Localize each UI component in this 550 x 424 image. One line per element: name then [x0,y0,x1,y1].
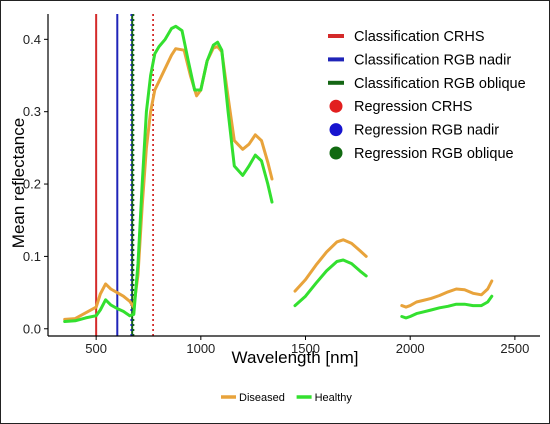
series-healthy-segment-1 [63,24,274,323]
legend-key-regression-crhs [329,99,343,113]
x-axis-title: Wavelength [nm] [232,348,359,367]
bottom-legend-label-healthy: Healthy [315,392,353,404]
y-tick-label: 0.4 [23,32,41,47]
series-diseased-segment-2 [293,238,368,293]
bottom-legend-label-diseased: Diseased [239,392,285,404]
x-tick-label: 2500 [500,341,529,356]
bottom-legend: Diseased Healthy [221,392,352,404]
y-tick-label: 0.2 [23,177,41,192]
x-tick-label: 2000 [396,341,425,356]
series-healthy-segment-2 [293,258,368,308]
inner-legend: Classification CRHS Classification RGB na… [328,29,526,162]
legend-label-classification-rgb-oblique: Classification RGB oblique [354,76,526,92]
wavelength-markers [95,14,154,336]
y-tick-label: 0.1 [23,249,41,264]
series-lines [63,24,494,323]
legend-label-classification-rgb-nadir: Classification RGB nadir [354,52,511,68]
legend-label-regression-crhs: Regression CRHS [354,99,472,115]
legend-label-classification-crhs: Classification CRHS [354,29,485,45]
y-tick-label: 0.3 [23,104,41,119]
y-tick-label: 0.0 [23,321,41,336]
axes: 500 1000 1500 2000 2500 0.0 0.1 0.2 0.3 0.4 [23,14,540,356]
series-healthy-segment-3 [400,294,494,320]
legend-label-regression-rgb-oblique: Regression RGB oblique [354,146,514,162]
x-tick-label: 1000 [186,341,215,356]
legend-label-regression-rgb-nadir: Regression RGB nadir [354,123,499,139]
legend-key-regression-rgb-oblique [329,146,343,160]
x-tick-label: 1500 [291,341,320,356]
legend-key-regression-rgb-nadir [329,123,343,137]
series-diseased-segment-3 [400,279,494,309]
y-axis-title: Mean reflectance [9,118,28,248]
x-tick-label: 500 [85,341,107,356]
series-diseased-segment-1 [63,45,274,321]
